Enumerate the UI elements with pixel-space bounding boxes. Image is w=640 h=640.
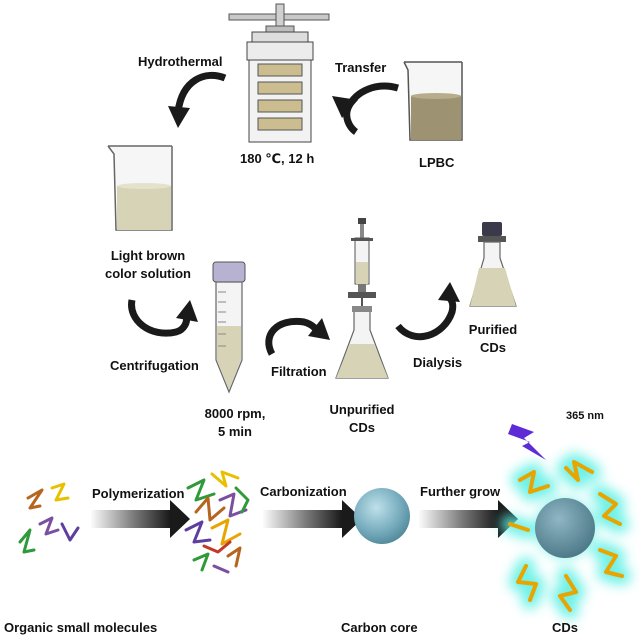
- label-transfer: Transfer: [335, 60, 387, 75]
- polymerization-arrow-icon: [90, 510, 170, 528]
- label-dialysis: Dialysis: [413, 355, 463, 370]
- label-lpbc: LPBC: [419, 155, 455, 170]
- polymer-cluster-icon: [184, 470, 250, 574]
- carbon-core-icon: [354, 488, 410, 544]
- label-rpm-line2: 5 min: [218, 424, 252, 439]
- label-purified-line2: CDs: [479, 340, 506, 355]
- label-uv-wavelength: 365 nm: [566, 410, 604, 422]
- organic-molecules-icon: [18, 482, 80, 554]
- label-centrifugation: Centrifugation: [110, 358, 199, 373]
- purified-flask-icon: [469, 222, 517, 307]
- centrifuge-tube-icon: [212, 261, 246, 394]
- filtration-arrow-icon: [265, 317, 330, 356]
- polymerization-arrow-head-icon: [170, 500, 190, 538]
- label-cds: CDs: [552, 620, 579, 635]
- transfer-arrow-icon: [332, 82, 400, 135]
- label-further-grow: Further grow: [420, 484, 501, 499]
- label-light-brown-line1: Light brown: [110, 248, 186, 263]
- label-organic-small-molecules: Organic small molecules: [4, 620, 158, 635]
- carbonization-arrow-head-icon: [342, 500, 362, 538]
- label-unpurified-line2: CDs: [348, 420, 375, 435]
- label-carbon-core: Carbon core: [341, 620, 418, 635]
- carbonization-arrow-icon: [262, 510, 342, 528]
- cds-particle-icon: [501, 453, 631, 619]
- label-rpm-line1: 8000 rpm,: [204, 406, 266, 421]
- label-hydrothermal: Hydrothermal: [138, 54, 223, 69]
- lightning-icon: [508, 424, 546, 460]
- light-brown-beaker-icon: [107, 145, 173, 231]
- lpbc-beaker-icon: [403, 61, 463, 141]
- label-condition: 180 ℃, 12 h: [240, 151, 315, 166]
- label-polymerization: Polymerization: [92, 486, 185, 501]
- label-filtration: Filtration: [271, 364, 327, 379]
- dialysis-arrow-icon: [395, 282, 460, 341]
- centrifugation-arrow-icon: [128, 299, 198, 337]
- further-grow-arrow-icon: [418, 510, 498, 528]
- hydrothermal-arrow-icon: [168, 71, 227, 128]
- reactor-icon: [228, 3, 330, 143]
- label-light-brown-line2: color solution: [105, 266, 191, 281]
- label-carbonization: Carbonization: [260, 484, 347, 499]
- syringe-flask-icon: [335, 218, 389, 379]
- label-purified-line1: Purified: [468, 322, 518, 337]
- label-unpurified-line1: Unpurified: [329, 402, 395, 417]
